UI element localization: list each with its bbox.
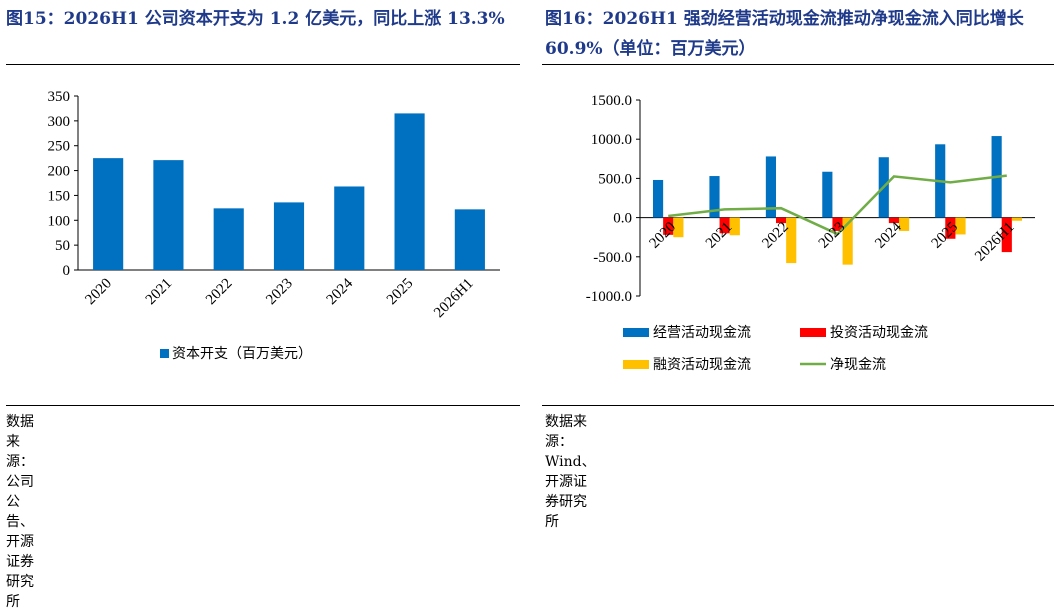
y-tick-label: 350 [48, 89, 71, 105]
x-tick-label: 2025 [384, 276, 417, 309]
bar-capex [334, 186, 365, 270]
legend-label-financing: 融资活动现金流 [653, 357, 751, 373]
bar-operating [765, 156, 776, 218]
bar-financing [786, 217, 797, 264]
legend-swatch-operating [623, 328, 649, 337]
bar-operating [709, 176, 720, 218]
y-tick-label: 0.0 [613, 211, 632, 227]
bar-investing [719, 217, 730, 234]
bar-capex [93, 158, 124, 270]
bar-financing [729, 217, 740, 236]
bar-capex [394, 113, 425, 271]
source-right: 数据来源：Wind、开源证券研究所 [545, 414, 596, 530]
source-left: 数据来源：公司公告、开源证券研究所 [6, 414, 34, 610]
bar-financing [673, 217, 684, 238]
footer-rule-left [6, 405, 520, 406]
y-tick-label: 100 [48, 213, 71, 229]
y-tick-label: 150 [48, 188, 71, 204]
bar-investing [888, 217, 900, 224]
bar-capex [454, 209, 485, 270]
legend-label-operating: 经营活动现金流 [653, 325, 751, 341]
capex-bar-chart: 0 50 100 150 200 250 300 350 2020 2021 2022 2023 202… [48, 89, 500, 362]
bar-investing [945, 217, 956, 239]
title-rule-left [6, 64, 520, 65]
y-tick-label: 50 [55, 238, 70, 254]
bar-capex [153, 160, 184, 270]
bar-capex [213, 208, 244, 270]
bar-financing [899, 217, 910, 231]
legend-label-net: 净现金流 [830, 357, 886, 373]
bar-operating [822, 171, 833, 218]
y-tick-label: 250 [48, 139, 71, 155]
legend-swatch-capex [160, 349, 169, 358]
x-tick-label: 2021 [143, 276, 176, 309]
y-tick-label: 500.0 [598, 171, 632, 187]
bar-investing [1001, 217, 1012, 253]
chart-title-left: 图15：2026H1 公司资本开支为 1.2 亿美元，同比上涨 13.3% [6, 9, 505, 29]
x-tick-label: 2020 [82, 276, 115, 309]
bar-financing [1011, 217, 1023, 221]
bar-investing [832, 217, 843, 231]
legend-swatch-financing [623, 360, 649, 369]
footer-rule-right [542, 405, 1054, 406]
y-tick-label: 200 [48, 164, 71, 180]
bar-investing [663, 217, 674, 235]
net-cashflow-line [668, 174, 1007, 236]
y-tick-label: -1000.0 [586, 289, 632, 305]
legend-swatch-investing [800, 328, 826, 337]
chart-title-right: 图16：2026H1 强劲经营活动现金流推动净现金流入同比增长 60.9%（单位… [545, 9, 1024, 59]
bar-investing [775, 217, 787, 224]
legend-label-investing: 投资活动现金流 [830, 325, 928, 341]
x-tick-label: 2026H1 [431, 276, 476, 321]
bar-financing [842, 217, 853, 265]
bar-operating [652, 179, 664, 218]
title-rule-right [542, 64, 1054, 65]
legend-label-capex: 资本开支（百万美元） [172, 346, 312, 362]
y-tick-label: 300 [48, 114, 71, 130]
y-tick-label: 1500.0 [591, 93, 632, 109]
y-tick-label: 1000.0 [591, 132, 632, 148]
bar-financing [955, 217, 966, 235]
x-tick-label: 2024 [324, 275, 357, 308]
bar-capex [273, 202, 305, 270]
x-tick-label: 2023 [263, 276, 296, 309]
y-tick-label: -500.0 [593, 250, 632, 266]
y-tick-label: 0 [63, 263, 71, 279]
x-tick-label: 2022 [203, 276, 236, 309]
